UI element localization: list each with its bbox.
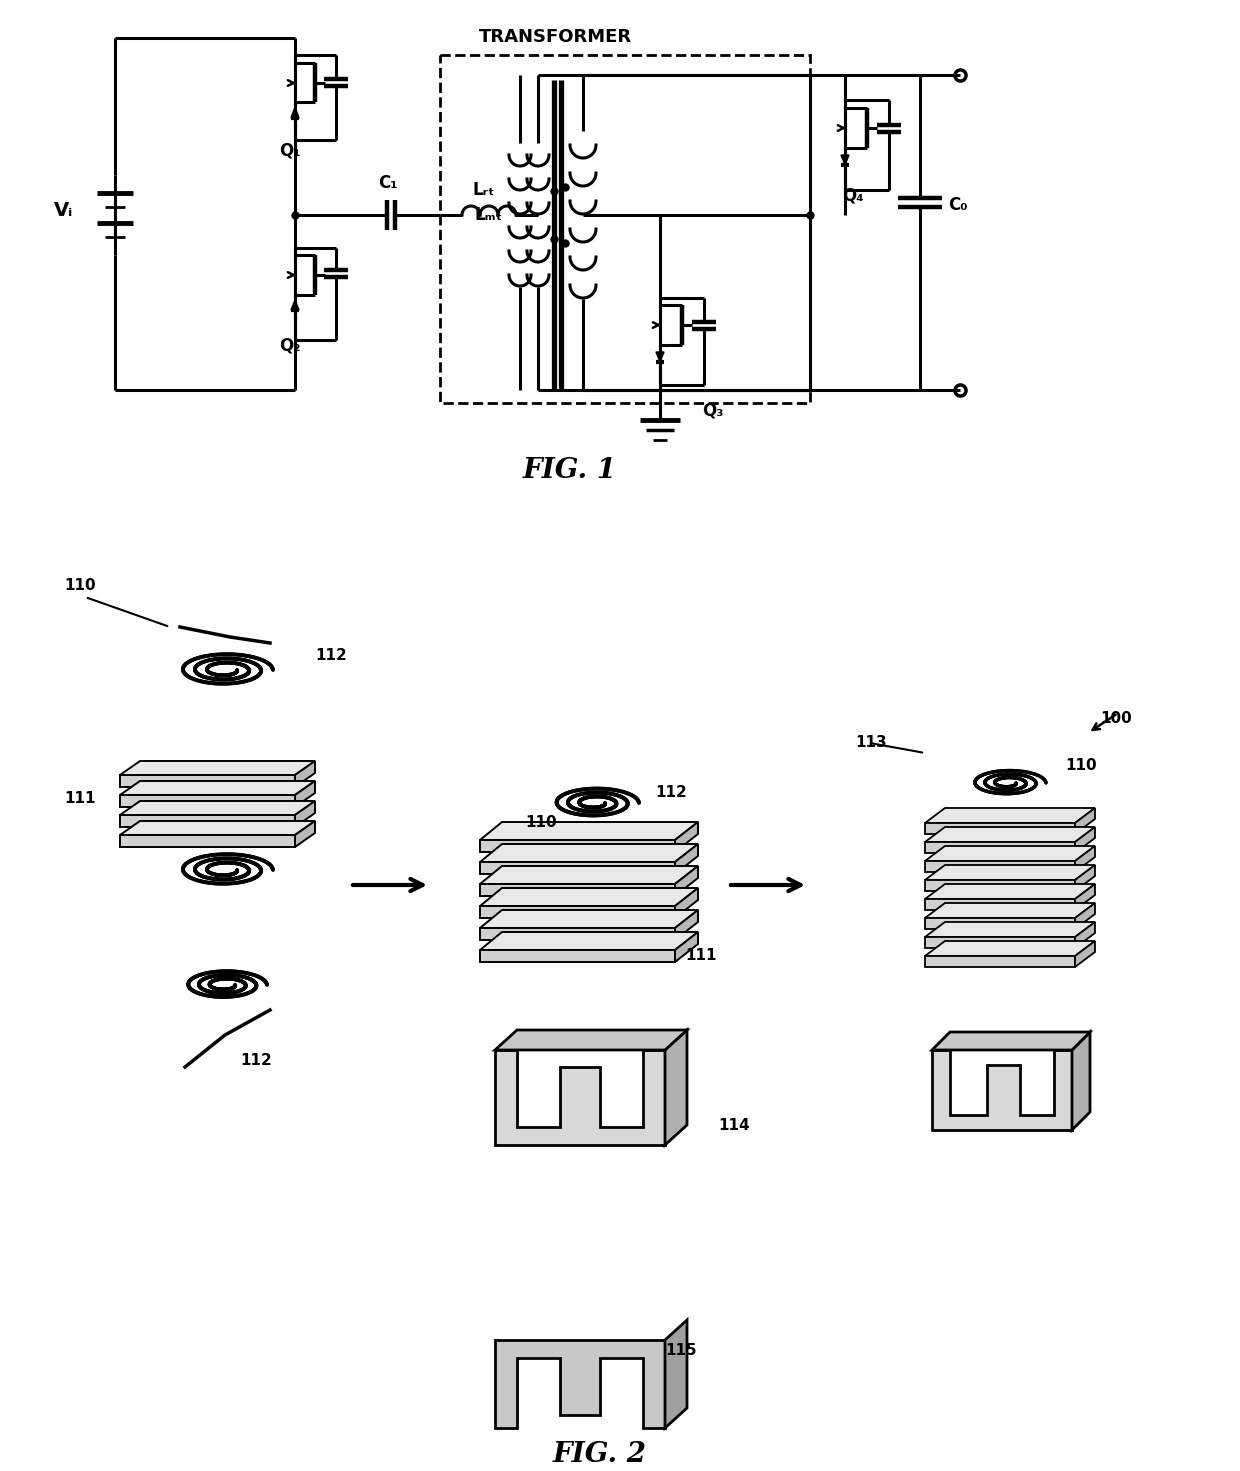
Polygon shape — [120, 815, 295, 827]
Polygon shape — [1075, 808, 1095, 834]
Polygon shape — [675, 822, 698, 852]
Polygon shape — [495, 1050, 665, 1144]
Polygon shape — [925, 822, 1075, 834]
Polygon shape — [120, 761, 315, 775]
Polygon shape — [925, 903, 1095, 918]
Polygon shape — [1075, 903, 1095, 930]
Polygon shape — [665, 1319, 687, 1428]
Polygon shape — [932, 1033, 1090, 1050]
Text: Q₄: Q₄ — [842, 185, 864, 204]
Polygon shape — [120, 794, 295, 808]
Polygon shape — [120, 836, 295, 847]
Text: 114: 114 — [718, 1118, 750, 1133]
Polygon shape — [675, 888, 698, 918]
Text: 112: 112 — [315, 649, 347, 663]
Text: Lₘₜ: Lₘₜ — [474, 206, 502, 224]
Text: FIG. 1: FIG. 1 — [523, 456, 618, 484]
Polygon shape — [295, 821, 315, 847]
Polygon shape — [925, 846, 1095, 861]
Polygon shape — [1075, 941, 1095, 966]
Text: 100: 100 — [1100, 710, 1132, 727]
Polygon shape — [480, 888, 698, 906]
Polygon shape — [295, 761, 315, 787]
Polygon shape — [925, 937, 1075, 947]
Polygon shape — [480, 866, 698, 884]
Polygon shape — [665, 1030, 687, 1144]
Text: 110: 110 — [1065, 758, 1096, 772]
Polygon shape — [480, 844, 698, 862]
Polygon shape — [1075, 846, 1095, 872]
Polygon shape — [480, 884, 675, 896]
Polygon shape — [675, 844, 698, 874]
Polygon shape — [925, 865, 1095, 880]
Text: 110: 110 — [64, 578, 95, 593]
Polygon shape — [480, 862, 675, 874]
Polygon shape — [925, 808, 1095, 822]
Polygon shape — [675, 933, 698, 962]
Polygon shape — [925, 941, 1095, 956]
Polygon shape — [295, 781, 315, 808]
Polygon shape — [1075, 922, 1095, 947]
Bar — [440, 54, 810, 403]
Text: 112: 112 — [241, 1053, 272, 1068]
Polygon shape — [495, 1340, 665, 1428]
Polygon shape — [120, 821, 315, 836]
Polygon shape — [925, 827, 1095, 841]
Text: TRANSFORMER: TRANSFORMER — [479, 28, 631, 46]
Text: 115: 115 — [665, 1343, 697, 1358]
Text: C₀: C₀ — [949, 196, 967, 213]
Text: 113: 113 — [856, 736, 887, 750]
Text: C₁: C₁ — [378, 174, 398, 193]
Polygon shape — [925, 922, 1095, 937]
Polygon shape — [291, 300, 299, 310]
Polygon shape — [120, 802, 315, 815]
Polygon shape — [1075, 884, 1095, 911]
Polygon shape — [120, 781, 315, 794]
Text: Q₂: Q₂ — [279, 335, 301, 355]
Polygon shape — [495, 1030, 687, 1050]
Text: 110: 110 — [525, 815, 557, 830]
Polygon shape — [480, 928, 675, 940]
Text: 112: 112 — [655, 786, 687, 800]
Polygon shape — [841, 154, 849, 165]
Polygon shape — [120, 775, 295, 787]
Text: FIG. 2: FIG. 2 — [553, 1442, 647, 1468]
Polygon shape — [675, 866, 698, 896]
Text: Vᵢ: Vᵢ — [53, 200, 73, 219]
Polygon shape — [1075, 865, 1095, 891]
Polygon shape — [480, 906, 675, 918]
Polygon shape — [480, 822, 698, 840]
Text: 111: 111 — [684, 947, 717, 964]
Polygon shape — [1075, 827, 1095, 853]
Text: Q₁: Q₁ — [279, 141, 301, 159]
Polygon shape — [925, 861, 1075, 872]
Polygon shape — [675, 911, 698, 940]
Polygon shape — [480, 950, 675, 962]
Polygon shape — [1073, 1033, 1090, 1130]
Polygon shape — [480, 840, 675, 852]
Polygon shape — [291, 107, 299, 118]
Polygon shape — [925, 918, 1075, 930]
Polygon shape — [925, 841, 1075, 853]
Polygon shape — [925, 884, 1095, 899]
Polygon shape — [925, 956, 1075, 966]
Text: Lᵣₜ: Lᵣₜ — [472, 181, 495, 199]
Text: 111: 111 — [64, 791, 95, 806]
Polygon shape — [925, 880, 1075, 891]
Polygon shape — [480, 911, 698, 928]
Polygon shape — [295, 802, 315, 827]
Polygon shape — [480, 933, 698, 950]
Polygon shape — [932, 1050, 1073, 1130]
Polygon shape — [925, 899, 1075, 911]
Text: Q₃: Q₃ — [702, 402, 723, 419]
Polygon shape — [656, 352, 663, 362]
